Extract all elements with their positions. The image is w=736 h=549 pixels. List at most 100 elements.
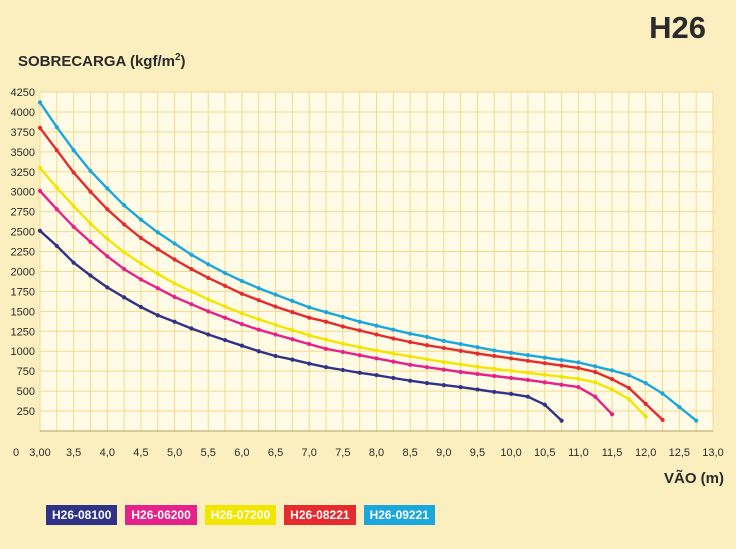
data-point xyxy=(542,355,547,360)
data-point xyxy=(122,295,127,300)
y-tick-label: 500 xyxy=(17,386,35,398)
data-point xyxy=(189,266,194,272)
data-point xyxy=(660,417,665,422)
data-point xyxy=(290,357,295,362)
data-point xyxy=(660,391,665,396)
data-point xyxy=(307,333,312,338)
data-point xyxy=(88,168,93,174)
data-point xyxy=(239,311,244,316)
data-point xyxy=(307,341,312,347)
data-point xyxy=(71,203,76,209)
data-point xyxy=(189,302,194,307)
data-point xyxy=(189,326,194,331)
series-line xyxy=(39,127,664,421)
data-point xyxy=(458,348,463,353)
data-point xyxy=(542,361,547,366)
data-point xyxy=(576,360,581,365)
y-axis-label: SOBRECARGA (kgf/m2) xyxy=(18,52,186,70)
data-point xyxy=(54,185,59,190)
data-point xyxy=(172,281,177,286)
data-point xyxy=(155,271,160,276)
data-point xyxy=(37,125,43,130)
data-point xyxy=(307,305,312,310)
data-point xyxy=(441,345,446,351)
y-axis-label-tail: ) xyxy=(180,53,186,70)
data-point xyxy=(138,277,144,282)
data-point xyxy=(408,354,413,359)
data-point xyxy=(609,368,615,373)
data-point xyxy=(340,324,345,329)
data-point xyxy=(643,381,648,386)
data-point xyxy=(105,254,110,259)
data-point xyxy=(71,170,76,175)
data-point xyxy=(509,368,514,373)
data-point xyxy=(155,247,160,252)
data-point xyxy=(307,361,312,366)
series-line xyxy=(39,101,697,422)
y-tick-label: 4000 xyxy=(11,107,35,119)
data-point xyxy=(273,292,278,297)
data-point xyxy=(391,375,396,381)
data-point xyxy=(593,380,598,385)
data-point xyxy=(105,285,110,290)
data-point xyxy=(54,243,59,249)
x-tick-label: 8,0 xyxy=(369,447,384,459)
y-tick-label: 2000 xyxy=(11,266,35,278)
data-point xyxy=(525,394,531,399)
data-point xyxy=(273,304,278,309)
data-point xyxy=(122,266,127,272)
data-point xyxy=(357,345,362,350)
data-point xyxy=(609,377,615,382)
data-point xyxy=(239,278,244,284)
data-point xyxy=(239,322,244,327)
data-point xyxy=(525,358,531,363)
data-point xyxy=(542,402,547,407)
data-point xyxy=(643,401,648,406)
y-tick-label: 1500 xyxy=(11,306,35,318)
data-point xyxy=(105,207,110,212)
series-h26-08100 xyxy=(37,228,564,423)
x-tick-label: 3,5 xyxy=(66,447,81,459)
y-tick-label: 250 xyxy=(17,406,35,418)
data-point xyxy=(559,374,564,379)
data-point xyxy=(340,349,345,355)
data-point xyxy=(374,348,379,353)
data-point xyxy=(222,315,228,320)
data-point xyxy=(475,345,480,350)
data-point xyxy=(222,283,228,288)
data-point xyxy=(509,375,514,381)
data-point xyxy=(424,357,430,362)
x-tick-label: 5,0 xyxy=(167,447,182,459)
data-point xyxy=(155,313,160,318)
data-point xyxy=(71,260,76,265)
data-point xyxy=(525,370,531,375)
x-tick-label: 11,5 xyxy=(602,447,623,459)
data-point xyxy=(323,319,329,324)
data-point xyxy=(509,391,514,397)
x-tick-label: 12,5 xyxy=(669,447,690,459)
data-point xyxy=(290,337,295,342)
data-point xyxy=(609,387,615,392)
x-tick-label: 10,0 xyxy=(500,447,521,459)
data-point xyxy=(37,100,43,105)
y-axis-label-main: SOBRECARGA (kgf/m xyxy=(18,53,175,70)
data-point xyxy=(593,364,598,369)
data-point xyxy=(424,381,430,386)
data-point xyxy=(189,289,194,294)
data-point xyxy=(391,327,396,332)
data-point xyxy=(256,327,261,332)
data-point xyxy=(340,314,345,320)
y-tick-label: 3500 xyxy=(11,147,35,159)
data-point xyxy=(37,188,43,194)
data-point xyxy=(206,262,211,267)
data-point xyxy=(273,322,278,328)
x-tick-label: 3,00 xyxy=(29,447,50,459)
data-point xyxy=(441,338,446,343)
data-point xyxy=(424,343,430,348)
series-layer xyxy=(37,100,699,423)
data-point xyxy=(424,334,430,339)
y-tick-label: 1250 xyxy=(11,326,35,338)
y-tick-label: 1750 xyxy=(11,286,35,298)
series-h26-08221 xyxy=(37,125,665,422)
